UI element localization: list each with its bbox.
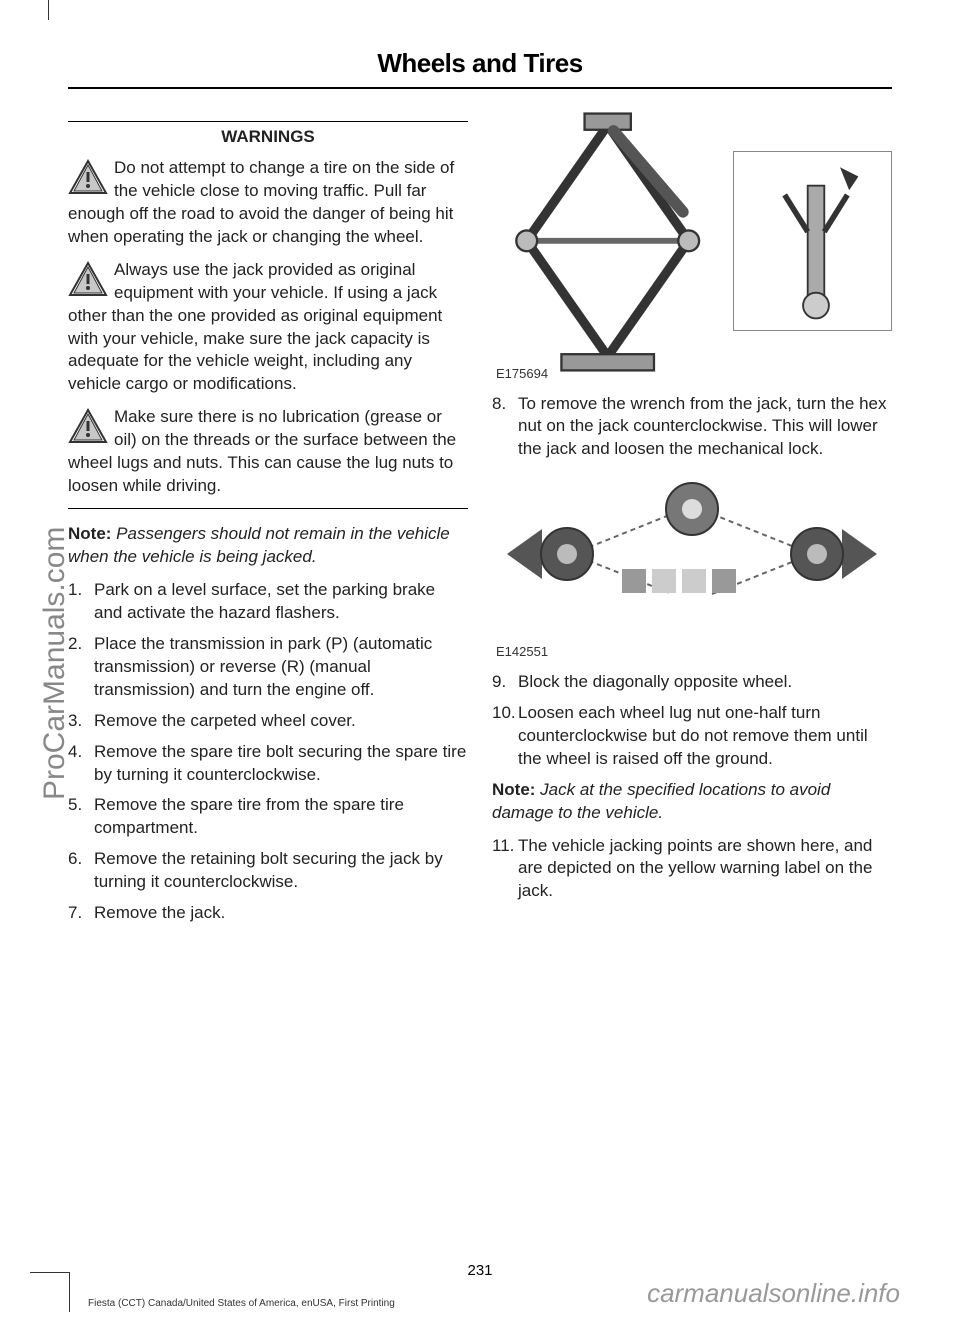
header-rule bbox=[68, 87, 892, 89]
jack-figure bbox=[492, 121, 892, 361]
step-item: 1.Park on a level surface, set the parki… bbox=[68, 579, 468, 625]
step-item: 7.Remove the jack. bbox=[68, 902, 468, 925]
warnings-heading: WARNINGS bbox=[68, 121, 468, 153]
watermark-left: ProCarManuals.com bbox=[38, 527, 72, 800]
step-text: To remove the wrench from the jack, turn… bbox=[518, 393, 892, 462]
step-item: 5.Remove the spare tire from the spare t… bbox=[68, 794, 468, 840]
step-number: 10. bbox=[492, 702, 518, 771]
step-text: Park on a level surface, set the parking… bbox=[94, 579, 468, 625]
warning-triangle-icon bbox=[68, 159, 108, 195]
warning-triangle-icon bbox=[68, 408, 108, 444]
step-item: 3.Remove the carpeted wheel cover. bbox=[68, 710, 468, 733]
note-label: Note: bbox=[68, 524, 111, 543]
lug-nut-illustration-icon bbox=[492, 469, 892, 639]
step-item: 9.Block the diagonally opposite wheel. bbox=[492, 671, 892, 694]
step-text: Place the transmission in park (P) (auto… bbox=[94, 633, 468, 702]
step-item: 6.Remove the retaining bolt securing the… bbox=[68, 848, 468, 894]
step-item: 11.The vehicle jacking points are shown … bbox=[492, 835, 892, 904]
warning-item: Make sure there is no lubrication (greas… bbox=[68, 406, 468, 498]
crop-mark bbox=[48, 0, 49, 20]
step-item: 10.Loosen each wheel lug nut one-half tu… bbox=[492, 702, 892, 771]
warning-triangle-icon bbox=[68, 261, 108, 297]
warning-text: Always use the jack provided as original… bbox=[68, 260, 442, 394]
step-number: 5. bbox=[68, 794, 94, 840]
step-number: 11. bbox=[492, 835, 518, 904]
note-text: Jack at the specified locations to avoid… bbox=[492, 780, 830, 822]
step-number: 7. bbox=[68, 902, 94, 925]
figure-reference: E142551 bbox=[496, 643, 892, 661]
warning-text: Do not attempt to change a tire on the s… bbox=[68, 158, 454, 246]
warning-text: Make sure there is no lubrication (greas… bbox=[68, 407, 456, 495]
page-number: 231 bbox=[0, 1262, 960, 1279]
warning-item: Do not attempt to change a tire on the s… bbox=[68, 157, 468, 249]
step-text: Remove the carpeted wheel cover. bbox=[94, 710, 356, 733]
step-text: Remove the spare tire bolt securing the … bbox=[94, 741, 468, 787]
step-number: 8. bbox=[492, 393, 518, 462]
step-text: Loosen each wheel lug nut one-half turn … bbox=[518, 702, 892, 771]
page-container: Wheels and Tires WARNINGS Do not attempt… bbox=[0, 0, 960, 1337]
step-text: Remove the jack. bbox=[94, 902, 225, 925]
right-column: E175694 8.To remove the wrench from the … bbox=[492, 121, 892, 933]
watermark-right: carmanualsonline.info bbox=[647, 1278, 900, 1309]
step-text: Remove the retaining bolt securing the j… bbox=[94, 848, 468, 894]
page-title: Wheels and Tires bbox=[68, 48, 892, 79]
step-text: Remove the spare tire from the spare tir… bbox=[94, 794, 468, 840]
note-text: Passengers should not remain in the vehi… bbox=[68, 524, 450, 566]
step-list-right-c: 11.The vehicle jacking points are shown … bbox=[492, 835, 892, 904]
note-paragraph: Note: Jack at the specified locations to… bbox=[492, 779, 892, 825]
step-text: The vehicle jacking points are shown her… bbox=[518, 835, 892, 904]
step-list-left: 1.Park on a level surface, set the parki… bbox=[68, 579, 468, 925]
step-list-right-a: 8.To remove the wrench from the jack, tu… bbox=[492, 393, 892, 462]
step-item: 4.Remove the spare tire bolt securing th… bbox=[68, 741, 468, 787]
step-text: Block the diagonally opposite wheel. bbox=[518, 671, 792, 694]
warnings-end-rule bbox=[68, 508, 468, 509]
left-column: WARNINGS Do not attempt to change a tire… bbox=[68, 121, 468, 933]
lug-nut-figure bbox=[492, 469, 892, 639]
step-number: 6. bbox=[68, 848, 94, 894]
crop-frame bbox=[30, 1272, 70, 1312]
note-label: Note: bbox=[492, 780, 535, 799]
step-item: 2.Place the transmission in park (P) (au… bbox=[68, 633, 468, 702]
footer-text: Fiesta (CCT) Canada/United States of Ame… bbox=[88, 1298, 395, 1309]
step-list-right-b: 9.Block the diagonally opposite wheel. 1… bbox=[492, 671, 892, 771]
step-item: 8.To remove the wrench from the jack, tu… bbox=[492, 393, 892, 462]
jack-illustration-icon bbox=[492, 102, 723, 380]
note-paragraph: Note: Passengers should not remain in th… bbox=[68, 523, 468, 569]
content-columns: WARNINGS Do not attempt to change a tire… bbox=[68, 121, 892, 933]
jack-detail-icon bbox=[740, 158, 885, 324]
warning-item: Always use the jack provided as original… bbox=[68, 259, 468, 397]
step-number: 9. bbox=[492, 671, 518, 694]
jack-detail-panel bbox=[733, 151, 892, 331]
